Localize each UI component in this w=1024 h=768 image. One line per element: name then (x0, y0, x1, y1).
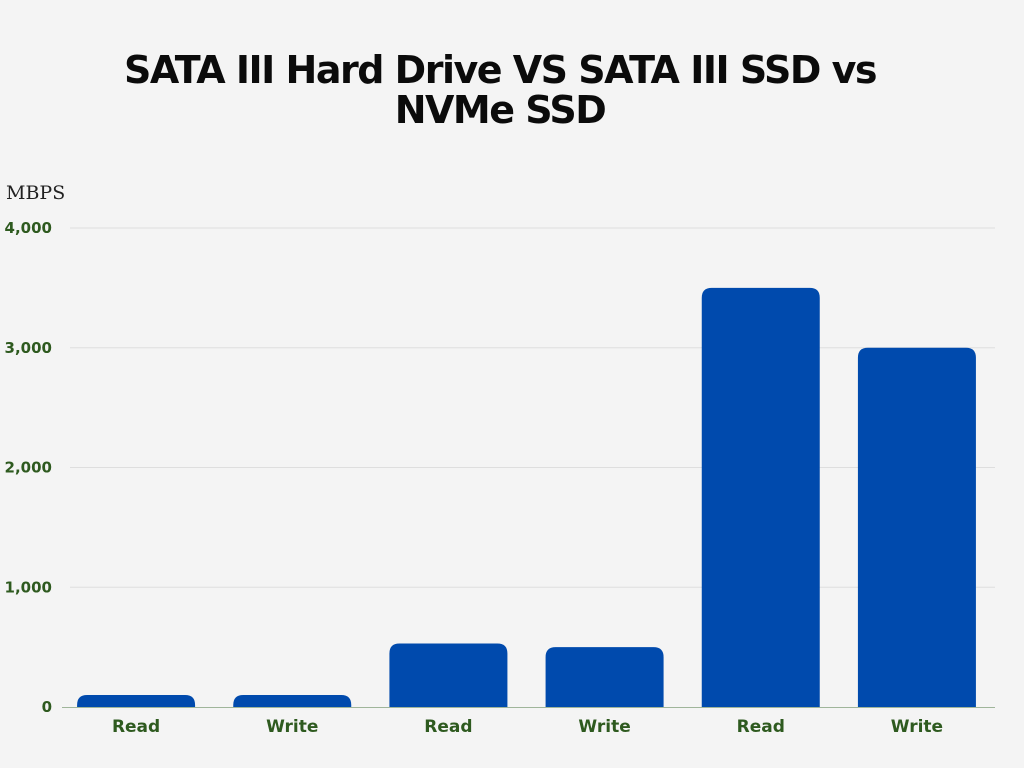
chart-title: SATA III Hard Drive VS SATA III SSD vs N… (123, 48, 878, 132)
bar-5 (701, 287, 820, 707)
bar-1 (77, 695, 196, 707)
x-category-label: Write (578, 717, 630, 737)
x-category-label: Read (424, 717, 472, 737)
y-tick-label: 4,000 (5, 219, 52, 237)
bars (77, 287, 976, 707)
y-tick-label: 2,000 (5, 459, 52, 477)
y-tick-label: 0 (42, 698, 52, 716)
y-tick-labels: 0 1,000 2,000 3,000 4,000 (5, 219, 52, 716)
bar-3 (389, 643, 508, 707)
bar-6 (857, 347, 976, 707)
x-category-labels: Read Write Read Write Read Write (112, 717, 943, 737)
y-tick-label: 3,000 (5, 339, 52, 357)
x-category-label: Write (891, 717, 943, 737)
y-axis-label: MBPS (6, 182, 65, 204)
x-category-label: Write (266, 717, 318, 737)
gridlines (70, 227, 995, 588)
bar-4 (545, 647, 664, 707)
x-category-label: Read (112, 717, 160, 737)
y-tick-label: 1,000 (5, 578, 52, 596)
x-category-label: Read (737, 717, 785, 737)
bar-2 (233, 695, 352, 707)
